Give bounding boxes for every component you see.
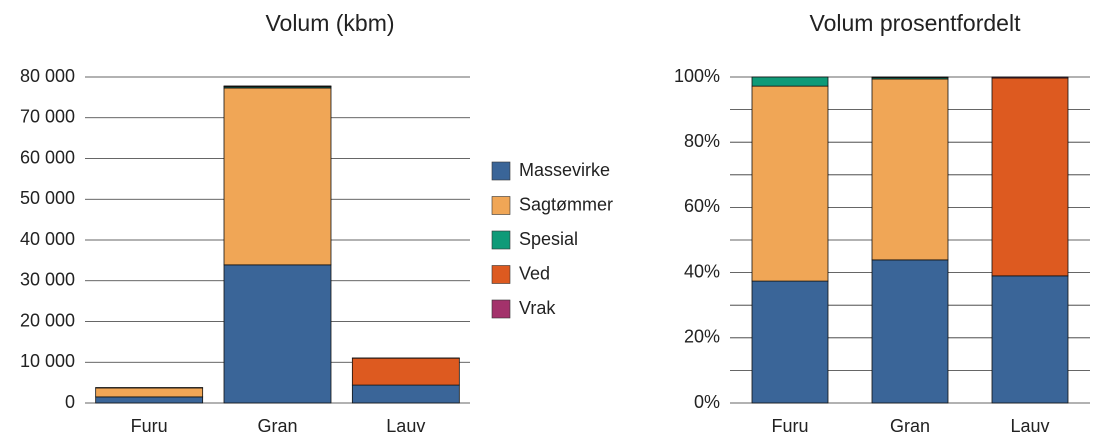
- x-tick-label: Furu: [131, 416, 168, 436]
- y-tick-label: 50 000: [20, 188, 75, 208]
- legend-swatch: [491, 196, 511, 215]
- bar-segment: [351, 384, 460, 404]
- legend-label: Spesial: [519, 229, 578, 249]
- bar-segment: [351, 357, 460, 386]
- y-tick-label: 70 000: [20, 107, 75, 127]
- x-tick-label: Lauv: [1010, 416, 1049, 436]
- y-tick-label: 10 000: [20, 351, 75, 371]
- x-tick-label: Gran: [890, 416, 930, 436]
- y-tick-label: 80%: [684, 131, 720, 151]
- y-tick-label: 40%: [684, 261, 720, 281]
- y-tick-label: 0%: [694, 392, 720, 412]
- bar-segment: [223, 264, 332, 404]
- chart-title: Volum prosentfordelt: [810, 10, 1022, 36]
- legend-label: Massevirke: [519, 160, 610, 180]
- x-tick-label: Lauv: [386, 416, 425, 436]
- y-tick-label: 60%: [684, 196, 720, 216]
- y-tick-label: 40 000: [20, 229, 75, 249]
- bar-segment: [991, 77, 1069, 277]
- y-tick-label: 30 000: [20, 270, 75, 290]
- legend-swatch: [491, 161, 511, 181]
- bar-segment: [991, 275, 1069, 404]
- bar-segment: [751, 280, 829, 404]
- y-tick-label: 0: [65, 392, 75, 412]
- x-tick-label: Gran: [257, 416, 297, 436]
- bar-segment: [871, 78, 949, 261]
- y-tick-label: 20 000: [20, 310, 75, 330]
- bar-segment: [871, 259, 949, 404]
- bar-segment: [751, 76, 829, 87]
- bar-segment: [223, 87, 332, 266]
- x-tick-label: Furu: [771, 416, 808, 436]
- legend-swatch: [491, 299, 511, 319]
- legend-label: Vrak: [519, 298, 556, 318]
- bar-segment: [95, 396, 204, 404]
- y-tick-label: 60 000: [20, 147, 75, 167]
- bar-segment: [991, 76, 1069, 79]
- chart-title: Volum (kbm): [265, 10, 394, 36]
- bar-segment: [95, 387, 204, 398]
- y-tick-label: 20%: [684, 327, 720, 347]
- legend-swatch: [491, 265, 511, 284]
- legend-label: Ved: [519, 263, 550, 283]
- bar-segment: [751, 85, 829, 282]
- legend-label: Sagtømmer: [519, 194, 613, 214]
- y-tick-label: 80 000: [20, 66, 75, 86]
- y-tick-label: 100%: [674, 66, 720, 86]
- legend-swatch: [491, 230, 511, 250]
